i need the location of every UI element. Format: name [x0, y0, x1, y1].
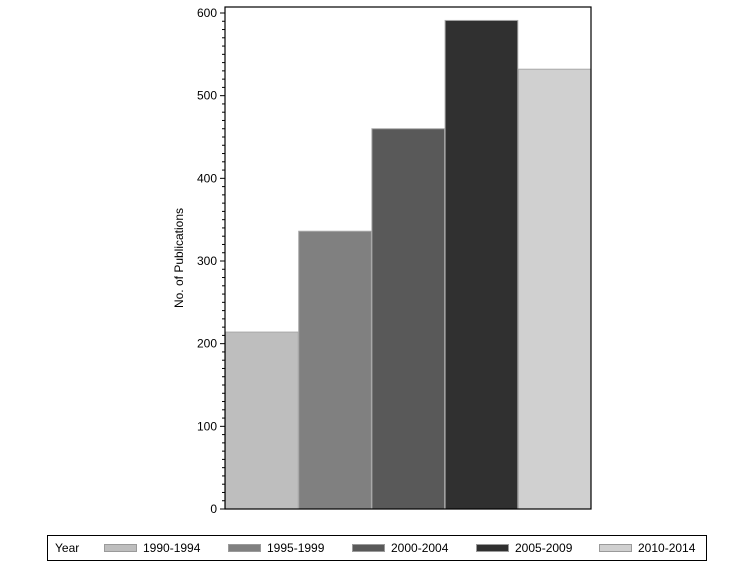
plot-frame [224, 6, 592, 510]
y-tick-label: 600 [197, 6, 217, 20]
y-axis-title: No. of Publications [172, 208, 186, 308]
legend-label: 1990-1994 [143, 541, 201, 555]
legend-item: 2005-2009 [476, 541, 572, 555]
legend-item: 2000-2004 [352, 541, 448, 555]
y-tick-label: 300 [197, 254, 217, 268]
y-tick-label: 500 [197, 89, 217, 103]
legend-swatch [228, 544, 261, 552]
legend-label: 2000-2004 [391, 541, 449, 555]
legend-swatch [476, 544, 509, 552]
bar-1990-1994 [225, 331, 299, 510]
bar-2010-2014 [517, 68, 592, 510]
legend-item: 1990-1994 [104, 541, 200, 555]
legend-swatch [599, 544, 632, 552]
legend: Year 1990-1994 1995-1999 2000-2004 2005-… [47, 535, 707, 561]
bars-group [225, 19, 592, 510]
bar-2005-2009 [444, 19, 519, 510]
y-tick-label: 100 [197, 419, 217, 433]
y-axis: 0 100 200 300 400 500 600 [197, 6, 225, 516]
y-tick-label: 200 [197, 337, 217, 351]
bar-2000-2004 [371, 128, 446, 510]
y-tick-label: 400 [197, 171, 217, 185]
legend-item: 1995-1999 [228, 541, 324, 555]
legend-label: 2010-2014 [638, 541, 696, 555]
legend-swatch [104, 544, 137, 552]
bar-1995-1999 [298, 230, 372, 510]
legend-label: 1995-1999 [267, 541, 325, 555]
legend-label: 2005-2009 [515, 541, 573, 555]
legend-title: Year [55, 541, 80, 555]
legend-swatch [352, 544, 385, 552]
legend-item: 2010-2014 [599, 541, 695, 555]
y-tick-label: 0 [210, 502, 217, 516]
